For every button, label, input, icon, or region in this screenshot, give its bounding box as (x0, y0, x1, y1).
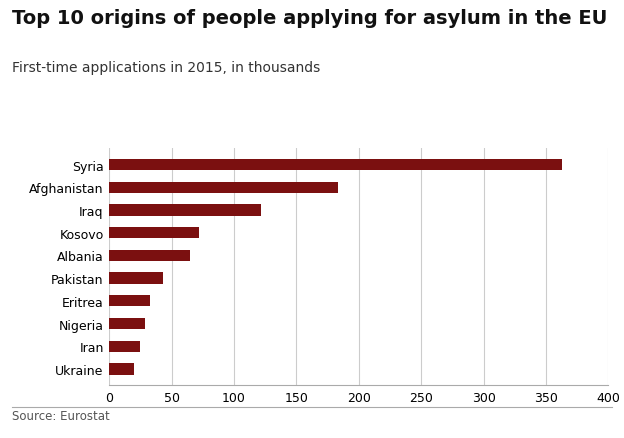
Bar (109, 341, 140, 352)
Bar (109, 182, 338, 194)
Bar (109, 160, 562, 171)
Bar (109, 364, 134, 374)
Text: Top 10 origins of people applying for asylum in the EU: Top 10 origins of people applying for as… (12, 9, 608, 28)
Bar (109, 318, 145, 329)
Bar (109, 205, 261, 216)
Bar (109, 228, 199, 239)
Text: Source: Eurostat: Source: Eurostat (12, 410, 110, 423)
Bar (109, 296, 150, 307)
Bar (109, 273, 163, 284)
Text: First-time applications in 2015, in thousands: First-time applications in 2015, in thou… (12, 61, 321, 75)
Bar (109, 250, 190, 261)
